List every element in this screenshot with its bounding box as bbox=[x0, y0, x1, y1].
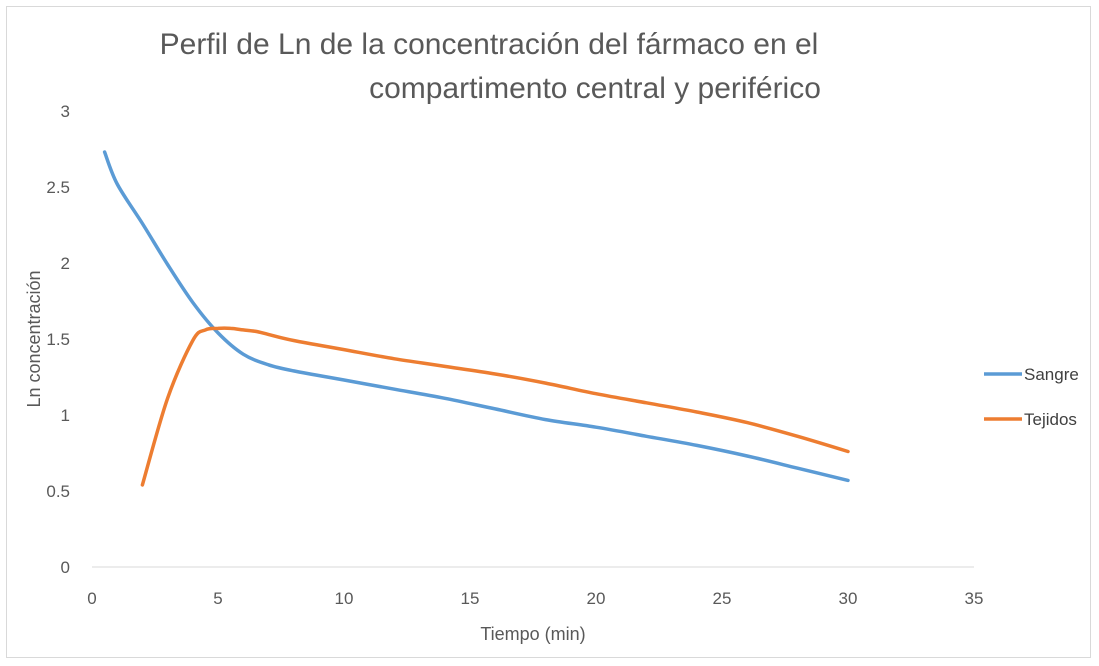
chart-frame bbox=[6, 6, 1091, 658]
y-axis-title: Ln concentración bbox=[24, 270, 44, 407]
legend-label-sangre: Sangre bbox=[1024, 365, 1079, 384]
legend: Sangre Tejidos bbox=[984, 365, 1079, 429]
series-line-tejidos bbox=[140, 326, 850, 487]
x-axis-title: Tiempo (min) bbox=[480, 624, 585, 644]
x-tick-label: 20 bbox=[587, 589, 606, 608]
x-tick-label: 5 bbox=[213, 589, 222, 608]
x-tick-label: 0 bbox=[87, 589, 96, 608]
y-tick-label: 1 bbox=[61, 406, 70, 425]
y-tick-label: 0.5 bbox=[46, 482, 70, 501]
legend-label-tejidos: Tejidos bbox=[1024, 410, 1077, 429]
x-tick-label: 25 bbox=[713, 589, 732, 608]
y-tick-label: 1.5 bbox=[46, 330, 70, 349]
chart-title-line-2: compartimento central y periférico bbox=[369, 72, 821, 105]
y-axis-ticks: 0 0.5 1 1.5 2 2.5 3 bbox=[46, 102, 70, 577]
y-tick-label: 2.5 bbox=[46, 178, 70, 197]
y-tick-label: 3 bbox=[61, 102, 70, 121]
chart-title-line-1: Perfil de Ln de la concentración del fár… bbox=[160, 28, 819, 61]
x-tick-label: 10 bbox=[335, 589, 354, 608]
x-tick-label: 35 bbox=[965, 589, 984, 608]
x-tick-label: 30 bbox=[839, 589, 858, 608]
x-axis-ticks: 0 5 10 15 20 25 30 35 bbox=[87, 589, 983, 608]
y-tick-label: 2 bbox=[61, 254, 70, 273]
series-line-sangre bbox=[102, 150, 850, 483]
series-layer bbox=[102, 150, 850, 487]
y-tick-label: 0 bbox=[61, 558, 70, 577]
x-tick-label: 15 bbox=[461, 589, 480, 608]
